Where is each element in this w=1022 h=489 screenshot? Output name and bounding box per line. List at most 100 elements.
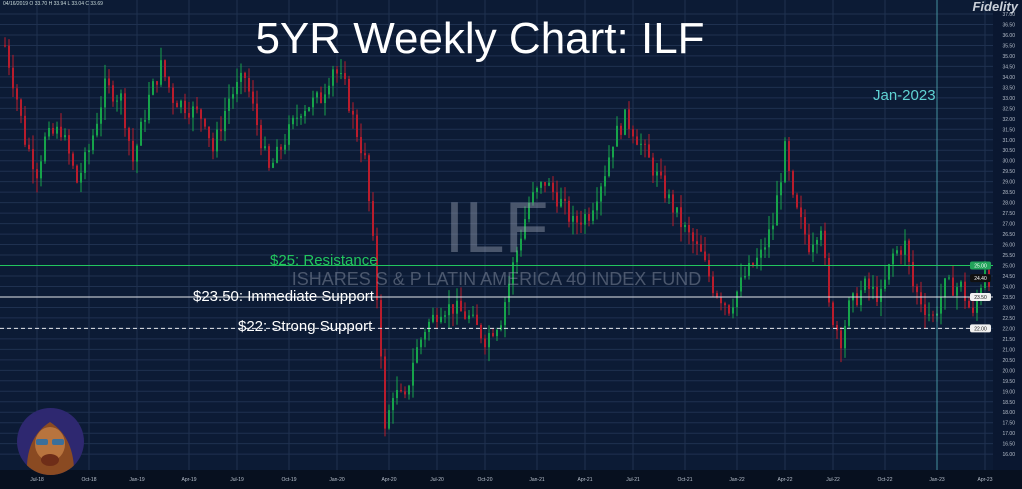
candle-body [528,202,530,220]
candle [732,298,734,319]
candle [280,144,282,160]
candle [724,301,726,316]
y-tick-label: 16.50 [1002,442,1015,448]
candle-body [356,114,358,137]
x-tick-label: Jan-21 [529,477,545,483]
candle-body [968,300,970,308]
candle [172,83,174,115]
candle [308,106,310,112]
candle-body [524,219,526,239]
candle-body [16,88,18,100]
x-tick-label: Jul-22 [826,477,840,483]
candle-body [176,102,178,108]
candle-body [424,332,426,340]
candle-body [624,109,626,135]
candle-body [68,135,70,154]
candle [252,80,254,111]
candle-body [4,45,6,47]
candle-body [128,128,130,141]
candle-body [620,125,622,135]
level-axis-badge [970,324,991,333]
y-tick-label: 25.00 [1002,264,1015,270]
x-tick-label: Apr-23 [977,477,992,483]
x-tick-label: Jul-19 [230,477,244,483]
candle [592,202,594,225]
candle [516,246,518,274]
candle [88,143,90,165]
candle [616,116,618,147]
y-tick-label: 32.50 [1002,106,1015,112]
candle-body [124,93,126,129]
candle [752,262,754,268]
candle-body [488,333,490,348]
candle-body [364,153,366,156]
candle-body [912,261,914,287]
candle [736,290,738,317]
candle [200,108,202,132]
candle-body [760,249,762,258]
candle [356,109,358,142]
candle-body [740,277,742,292]
candle [180,99,182,114]
candle [420,337,422,355]
candle-body [876,286,878,302]
candle [584,208,586,234]
candle [108,69,110,94]
candle-body [756,257,758,266]
y-tick-label: 21.50 [1002,337,1015,343]
candle [120,89,122,115]
candle [244,71,246,93]
candle-body [28,144,30,150]
fidelity-logo: Fidelity [972,0,1018,14]
candle [636,129,638,146]
candle-body [604,176,606,187]
candle [956,282,958,310]
candle-body [792,171,794,195]
candle-body [192,106,194,118]
candle [160,47,162,87]
candle [644,139,646,158]
candle-body [608,157,610,177]
candle [944,277,946,310]
fund-name-watermark: ISHARES S & P LATIN AMERICA 40 INDEX FUN… [291,269,702,289]
candle [240,63,242,95]
x-tick-label: Oct-20 [477,477,492,483]
candle [840,326,842,363]
candle [256,90,258,136]
candle [556,180,558,213]
candle [696,229,698,255]
candle [188,101,190,125]
candle [668,189,670,204]
y-tick-label: 23.50 [1002,295,1015,301]
candle [836,321,838,339]
candle-body [236,81,238,95]
candle [928,302,930,322]
candle [872,275,874,300]
candle [68,129,70,165]
candle-body [56,126,58,134]
candle-body [772,225,774,230]
candle-body [916,286,918,293]
candle-body [392,398,394,411]
y-tick-label: 20.50 [1002,358,1015,364]
candle [468,310,470,324]
candle [816,236,818,254]
y-tick-label: 24.00 [1002,284,1015,290]
candle-body [572,215,574,222]
candle [560,187,562,208]
candle [324,83,326,116]
candle [284,133,286,155]
candle-body [712,276,714,294]
candle [360,123,362,163]
candle [368,153,370,212]
candle-body [784,141,786,183]
candle-body [964,281,966,301]
candle [488,325,490,362]
candle-body [20,99,22,116]
candle [536,186,538,199]
candle [444,310,446,324]
candle-body [680,207,682,228]
candle-body [348,78,350,111]
candle-body [776,195,778,226]
